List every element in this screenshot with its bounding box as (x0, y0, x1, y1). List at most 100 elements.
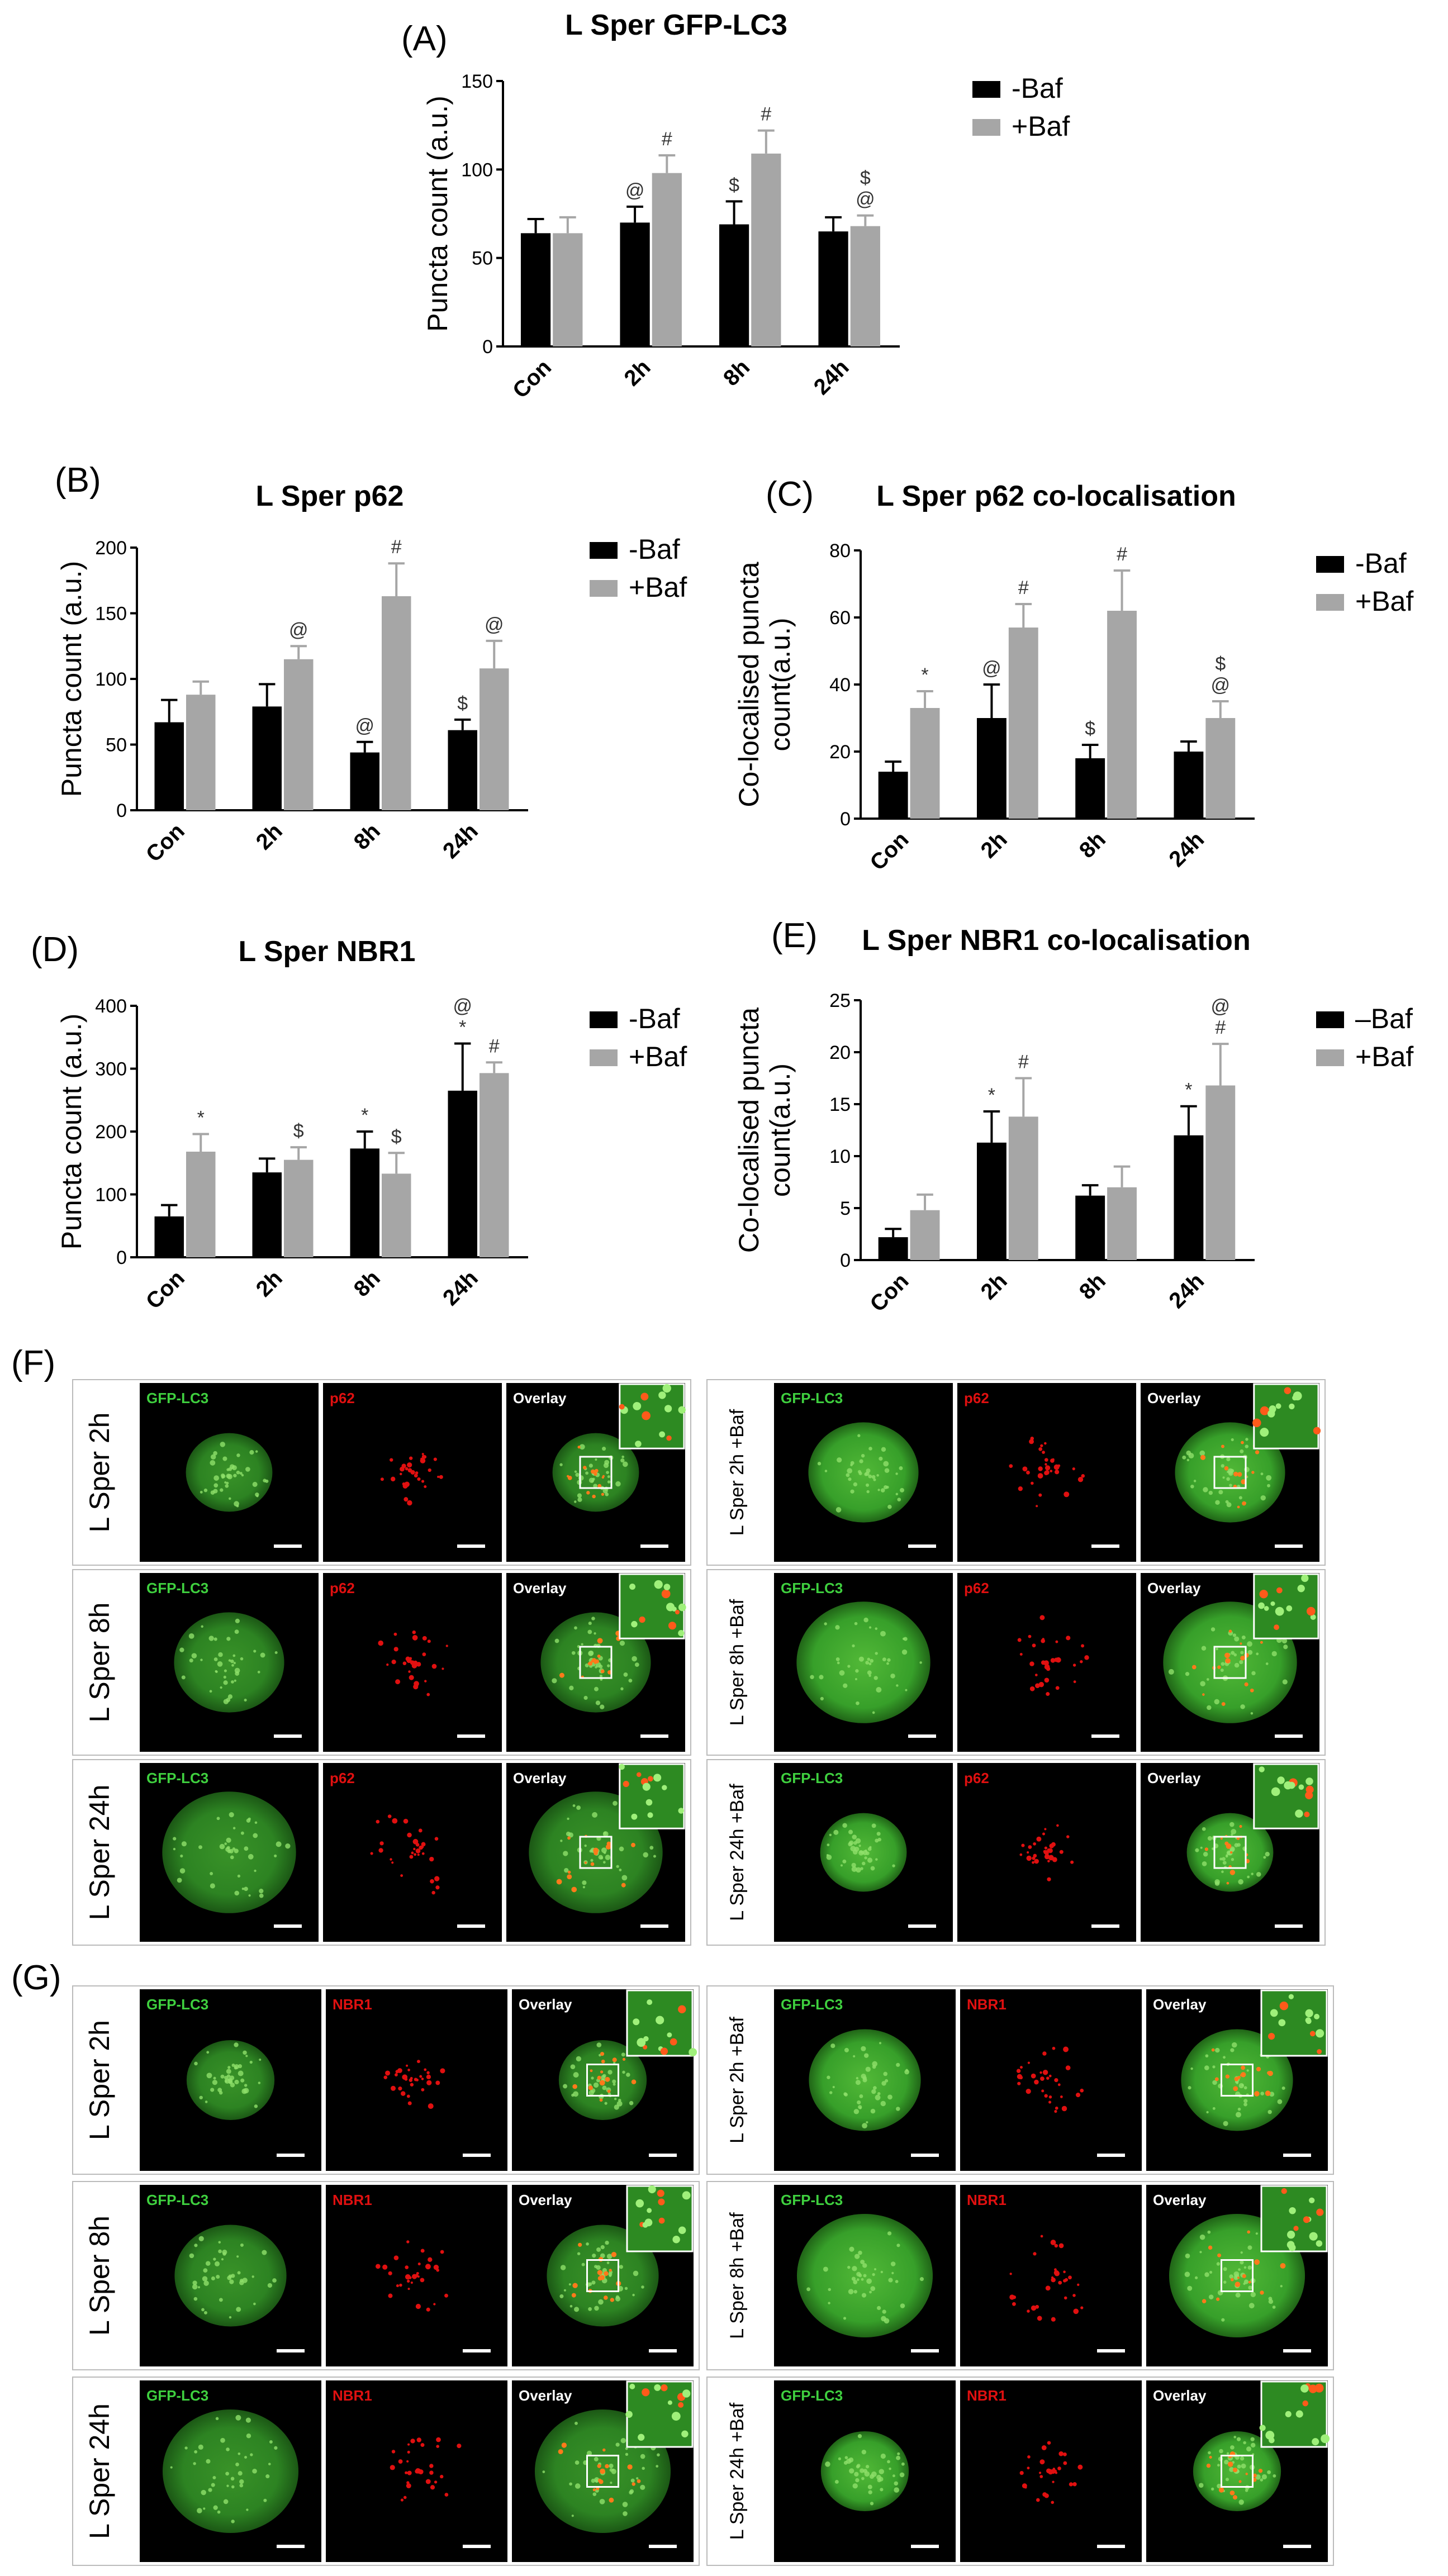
green-puncta (862, 2263, 867, 2268)
red-puncta (382, 2264, 388, 2270)
green-puncta (602, 1447, 606, 1451)
red-puncta (420, 2249, 425, 2253)
red-puncta (403, 2496, 407, 2499)
green-puncta (1250, 2292, 1256, 2298)
red-puncta (427, 1639, 431, 1643)
green-puncta (203, 2507, 206, 2510)
red-puncta (1038, 1447, 1043, 1451)
red-puncta (1050, 2240, 1056, 2245)
red-puncta (416, 2060, 420, 2064)
red-puncta (1191, 1665, 1197, 1670)
green-puncta (263, 1479, 267, 1482)
green-puncta (919, 2277, 924, 2282)
inset-puncta (682, 2191, 691, 2200)
red-puncta (1052, 2046, 1056, 2050)
red-puncta (1225, 1658, 1231, 1664)
green-puncta (848, 1829, 853, 1834)
red-puncta (1224, 1466, 1229, 1471)
green-puncta (857, 2434, 862, 2439)
red-puncta (420, 1457, 423, 1460)
green-puncta (1233, 2436, 1237, 2439)
red-puncta (426, 1693, 430, 1696)
green-puncta (594, 2306, 599, 2311)
red-puncta (444, 2493, 449, 2497)
green-puncta (217, 2088, 222, 2093)
inset-puncta (1309, 2232, 1318, 2241)
green-puncta (569, 2304, 573, 2308)
legend-swatch (1316, 1049, 1344, 1066)
y-tick-label: 25 (829, 990, 851, 1011)
green-puncta (1231, 1857, 1235, 1861)
red-puncta (1036, 2498, 1040, 2502)
green-puncta (216, 2274, 220, 2279)
green-puncta (864, 2471, 870, 2477)
green-puncta (272, 2278, 277, 2283)
inset-puncta (1304, 1812, 1310, 1818)
red-puncta (400, 1466, 405, 1472)
inset-puncta (1309, 2197, 1315, 2203)
channel-label: GFP-LC3 (781, 1996, 843, 2013)
category-label: Con (141, 1266, 189, 1314)
green-puncta (880, 1631, 886, 1637)
chart-title: L Sper NBR1 (239, 935, 416, 968)
significance-mark: # (391, 536, 402, 558)
green-puncta (842, 1859, 847, 1864)
green-puncta (632, 2293, 635, 2297)
green-puncta (894, 2487, 900, 2493)
inset-puncta (647, 2208, 652, 2213)
red-puncta (1035, 2304, 1039, 2309)
red-puncta (415, 2078, 419, 2081)
green-puncta (1238, 2268, 1241, 2271)
red-puncta (1232, 2468, 1238, 2473)
red-puncta (1016, 2069, 1021, 2073)
inset-puncta (666, 1435, 672, 1441)
bar (382, 1173, 411, 1257)
green-puncta (224, 1669, 227, 1672)
green-puncta (861, 1861, 866, 1866)
green-puncta (868, 2490, 872, 2494)
inset-puncta (678, 1629, 685, 1637)
selection-square (579, 1646, 613, 1679)
red-puncta (410, 2083, 414, 2087)
inset-puncta (1305, 1791, 1313, 1799)
channel-label: NBR1 (333, 1996, 372, 2013)
significance-mark: $ (293, 1120, 304, 1142)
green-puncta (613, 1800, 618, 1806)
green-puncta (173, 1837, 177, 1841)
y-tick-label: 50 (472, 248, 493, 269)
green-puncta (211, 2483, 215, 2487)
significance-mark: @ (625, 180, 645, 201)
green-puncta (1203, 1487, 1208, 1493)
green-puncta (1226, 1502, 1232, 1508)
green-puncta (630, 2478, 635, 2483)
row-frame (72, 2181, 700, 2370)
red-puncta (597, 1654, 601, 1658)
red-puncta (429, 2464, 434, 2468)
red-puncta (391, 1659, 396, 1665)
channel-label: NBR1 (333, 2387, 372, 2404)
green-puncta (852, 1850, 858, 1855)
green-puncta (1211, 2487, 1214, 2491)
green-puncta (230, 1855, 234, 1860)
inset-puncta (682, 2389, 691, 2398)
green-puncta (858, 1656, 864, 1662)
red-puncta (1063, 2461, 1067, 2465)
inset-puncta (657, 2189, 664, 2197)
red-puncta (594, 1468, 599, 1473)
green-puncta (577, 2252, 581, 2255)
green-puncta (881, 2081, 886, 2086)
bar (1107, 611, 1137, 819)
green-puncta (170, 2466, 173, 2469)
red-puncta (1009, 2273, 1012, 2275)
red-puncta (412, 1838, 419, 1845)
green-puncta (1241, 2463, 1246, 2469)
red-puncta (395, 2070, 399, 2074)
green-puncta (858, 1850, 864, 1856)
green-puncta (875, 1838, 879, 1843)
green-puncta (563, 2084, 568, 2089)
green-puncta (835, 1625, 840, 1630)
green-puncta (876, 1832, 881, 1836)
green-puncta (1219, 1857, 1223, 1861)
green-puncta (1204, 2272, 1209, 2277)
